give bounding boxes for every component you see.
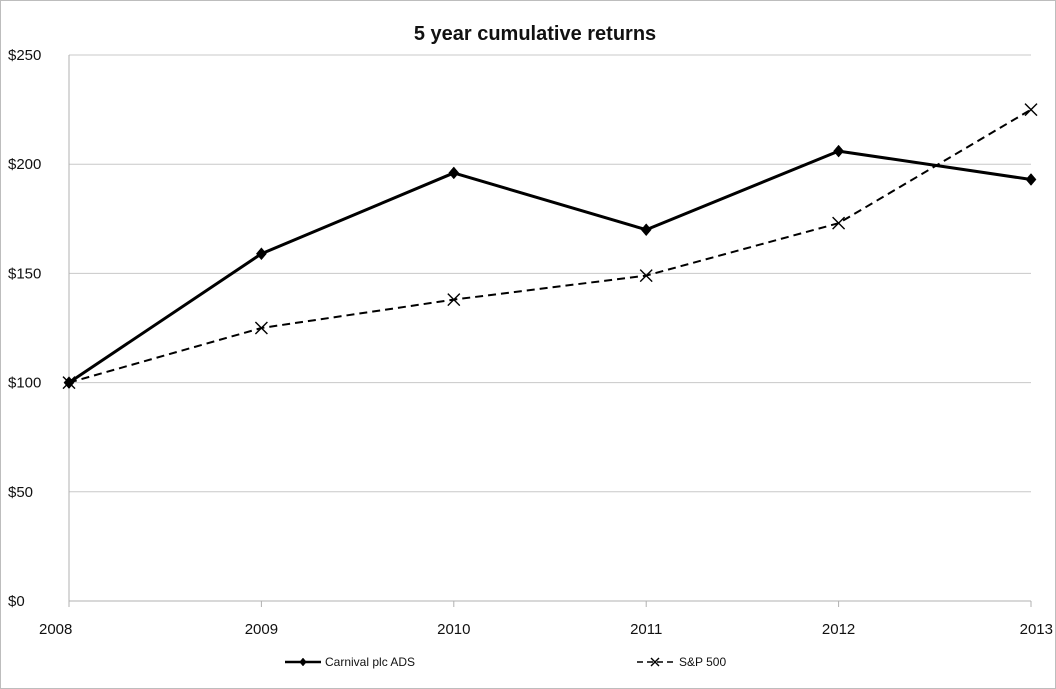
legend-label: Carnival plc ADS (325, 655, 415, 669)
y-tick-label: $0 (8, 593, 25, 610)
legend-item: Carnival plc ADS (285, 655, 415, 669)
series-line (68, 149, 1032, 384)
y-tick-label: $150 (8, 265, 41, 282)
y-tick-label: $250 (8, 47, 41, 64)
data-point-diamond (299, 657, 307, 667)
y-tick-label: $200 (8, 156, 41, 173)
x-tick-label: 2012 (822, 621, 855, 638)
x-tick-label: 2009 (245, 621, 278, 638)
data-point-diamond (255, 247, 267, 261)
x-tick-label: 2011 (630, 621, 662, 638)
data-point-diamond (448, 166, 460, 180)
data-point-x (832, 216, 846, 230)
x-axis-ticks: 2008 2009 2010 2011 2012 2013 (39, 601, 1053, 638)
data-point-diamond (1025, 173, 1037, 186)
series-line (68, 108, 1032, 384)
legend: Carnival plc ADS S&P 500 (285, 655, 726, 669)
data-point-diamond (833, 144, 845, 158)
data-point-x (254, 321, 268, 335)
data-point-x (447, 293, 461, 307)
y-axis-ticks: $0 $50 $100 $150 $200 $250 (8, 47, 41, 610)
gridlines (69, 54, 1031, 493)
series-layer (62, 103, 1038, 390)
x-tick-label: 2010 (437, 621, 470, 638)
series-2 (62, 103, 1038, 390)
data-point-x (62, 376, 76, 390)
x-tick-label: 2008 (39, 621, 72, 638)
data-point-x (639, 269, 653, 283)
axes (68, 55, 1031, 602)
y-tick-label: $50 (8, 484, 33, 501)
chart-title: 5 year cumulative returns (414, 23, 656, 45)
x-tick-label: 2013 (1020, 621, 1053, 638)
data-point-diamond (640, 223, 652, 237)
legend-item: S&P 500 (637, 655, 726, 669)
series-1 (63, 144, 1037, 389)
y-tick-label: $100 (8, 375, 41, 392)
legend-label: S&P 500 (679, 655, 726, 669)
data-point-x (650, 657, 660, 667)
data-point-x (1024, 103, 1038, 117)
